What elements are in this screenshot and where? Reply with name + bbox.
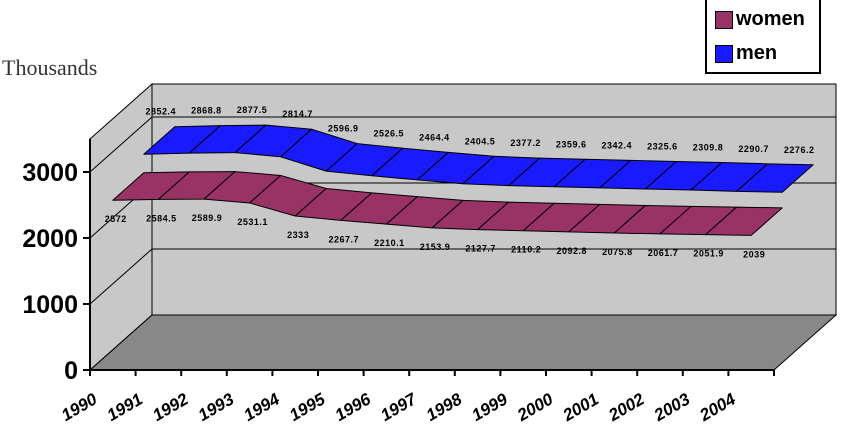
series-ribbon-women [112,171,783,236]
value-label-women: 2584.5 [146,213,177,223]
gridline [89,248,836,305]
legend-label-men: men [736,42,778,64]
value-label-men: 2404.5 [465,136,496,146]
y-tick-label: 3000 [22,159,78,187]
series-ribbon-men [143,124,814,193]
legend: women men [705,0,821,74]
y-tick-label: 2000 [22,225,78,253]
value-label-men: 2276.2 [784,145,815,155]
x-tick-label: 1996 [332,389,375,425]
y-tick-label: 1000 [22,291,78,319]
legend-swatch-women [715,10,733,29]
value-label-women: 2039 [743,249,765,259]
legend-item-men: men [715,42,777,65]
x-tick-label: 1993 [195,389,238,425]
x-tick-label: 1994 [241,389,284,425]
legend-swatch-men [715,44,733,63]
value-label-men: 2877.5 [237,105,268,115]
x-tick-label: 2001 [559,390,602,426]
x-tick-label: 1990 [58,389,101,425]
value-label-men: 2290.7 [738,144,769,154]
value-label-men: 2325.6 [647,142,678,152]
value-label-men: 2596.9 [328,124,359,134]
legend-item-women: women [715,8,805,31]
value-label-women: 2051.9 [693,249,724,259]
value-label-men: 2464.4 [419,132,450,142]
x-tick-label: 1999 [469,389,512,425]
value-label-women: 2153.9 [420,242,451,252]
x-tick-label: 2004 [696,389,740,425]
y-unit-label: Thousands [2,55,98,80]
ribbon-segment-men [736,163,814,193]
y-tick-label: 0 [64,357,78,385]
legend-label-women: women [736,8,805,30]
x-tick-label: 2002 [604,389,648,425]
value-label-men: 2377.2 [510,138,541,148]
value-label-men: 2309.8 [693,143,724,153]
x-tick-label: 1991 [104,390,146,425]
ribbon-segment-women [705,206,783,236]
value-label-men: 2359.6 [556,139,587,149]
value-label-men: 2814.7 [282,109,313,119]
floor [88,314,838,371]
value-label-women: 2572 [105,214,127,224]
x-tick-label: 2000 [513,389,557,425]
x-tick-label: 1995 [286,389,329,425]
x-tick-label: 2003 [650,389,694,425]
value-label-women: 2267.7 [329,234,360,244]
value-label-women: 2127.7 [465,244,496,254]
value-label-women: 2110.2 [511,245,541,255]
value-label-men: 2852.4 [146,107,177,117]
value-label-women: 2210.1 [374,238,405,248]
value-labels: 2852.4 2868.8 2877.5 2814.7 2596.9 2526.5 2464… [105,105,815,259]
gridline [89,116,836,173]
value-label-men: 2526.5 [374,128,405,138]
value-label-women: 2092.8 [557,246,588,256]
x-tick-label: 1998 [423,389,466,425]
data-ribbons [112,124,814,236]
value-label-women: 2531.1 [237,217,268,227]
x-tick-label: 1997 [377,389,421,425]
axes [83,139,775,376]
value-label-men: 2342.4 [602,140,633,150]
value-label-men: 2868.8 [191,106,222,116]
value-label-women: 2589.9 [192,213,223,223]
value-label-women: 2333 [287,230,309,240]
value-label-women: 2061.7 [648,248,679,258]
x-tick-label: 1992 [149,389,192,425]
value-label-women: 2075.8 [602,247,633,257]
